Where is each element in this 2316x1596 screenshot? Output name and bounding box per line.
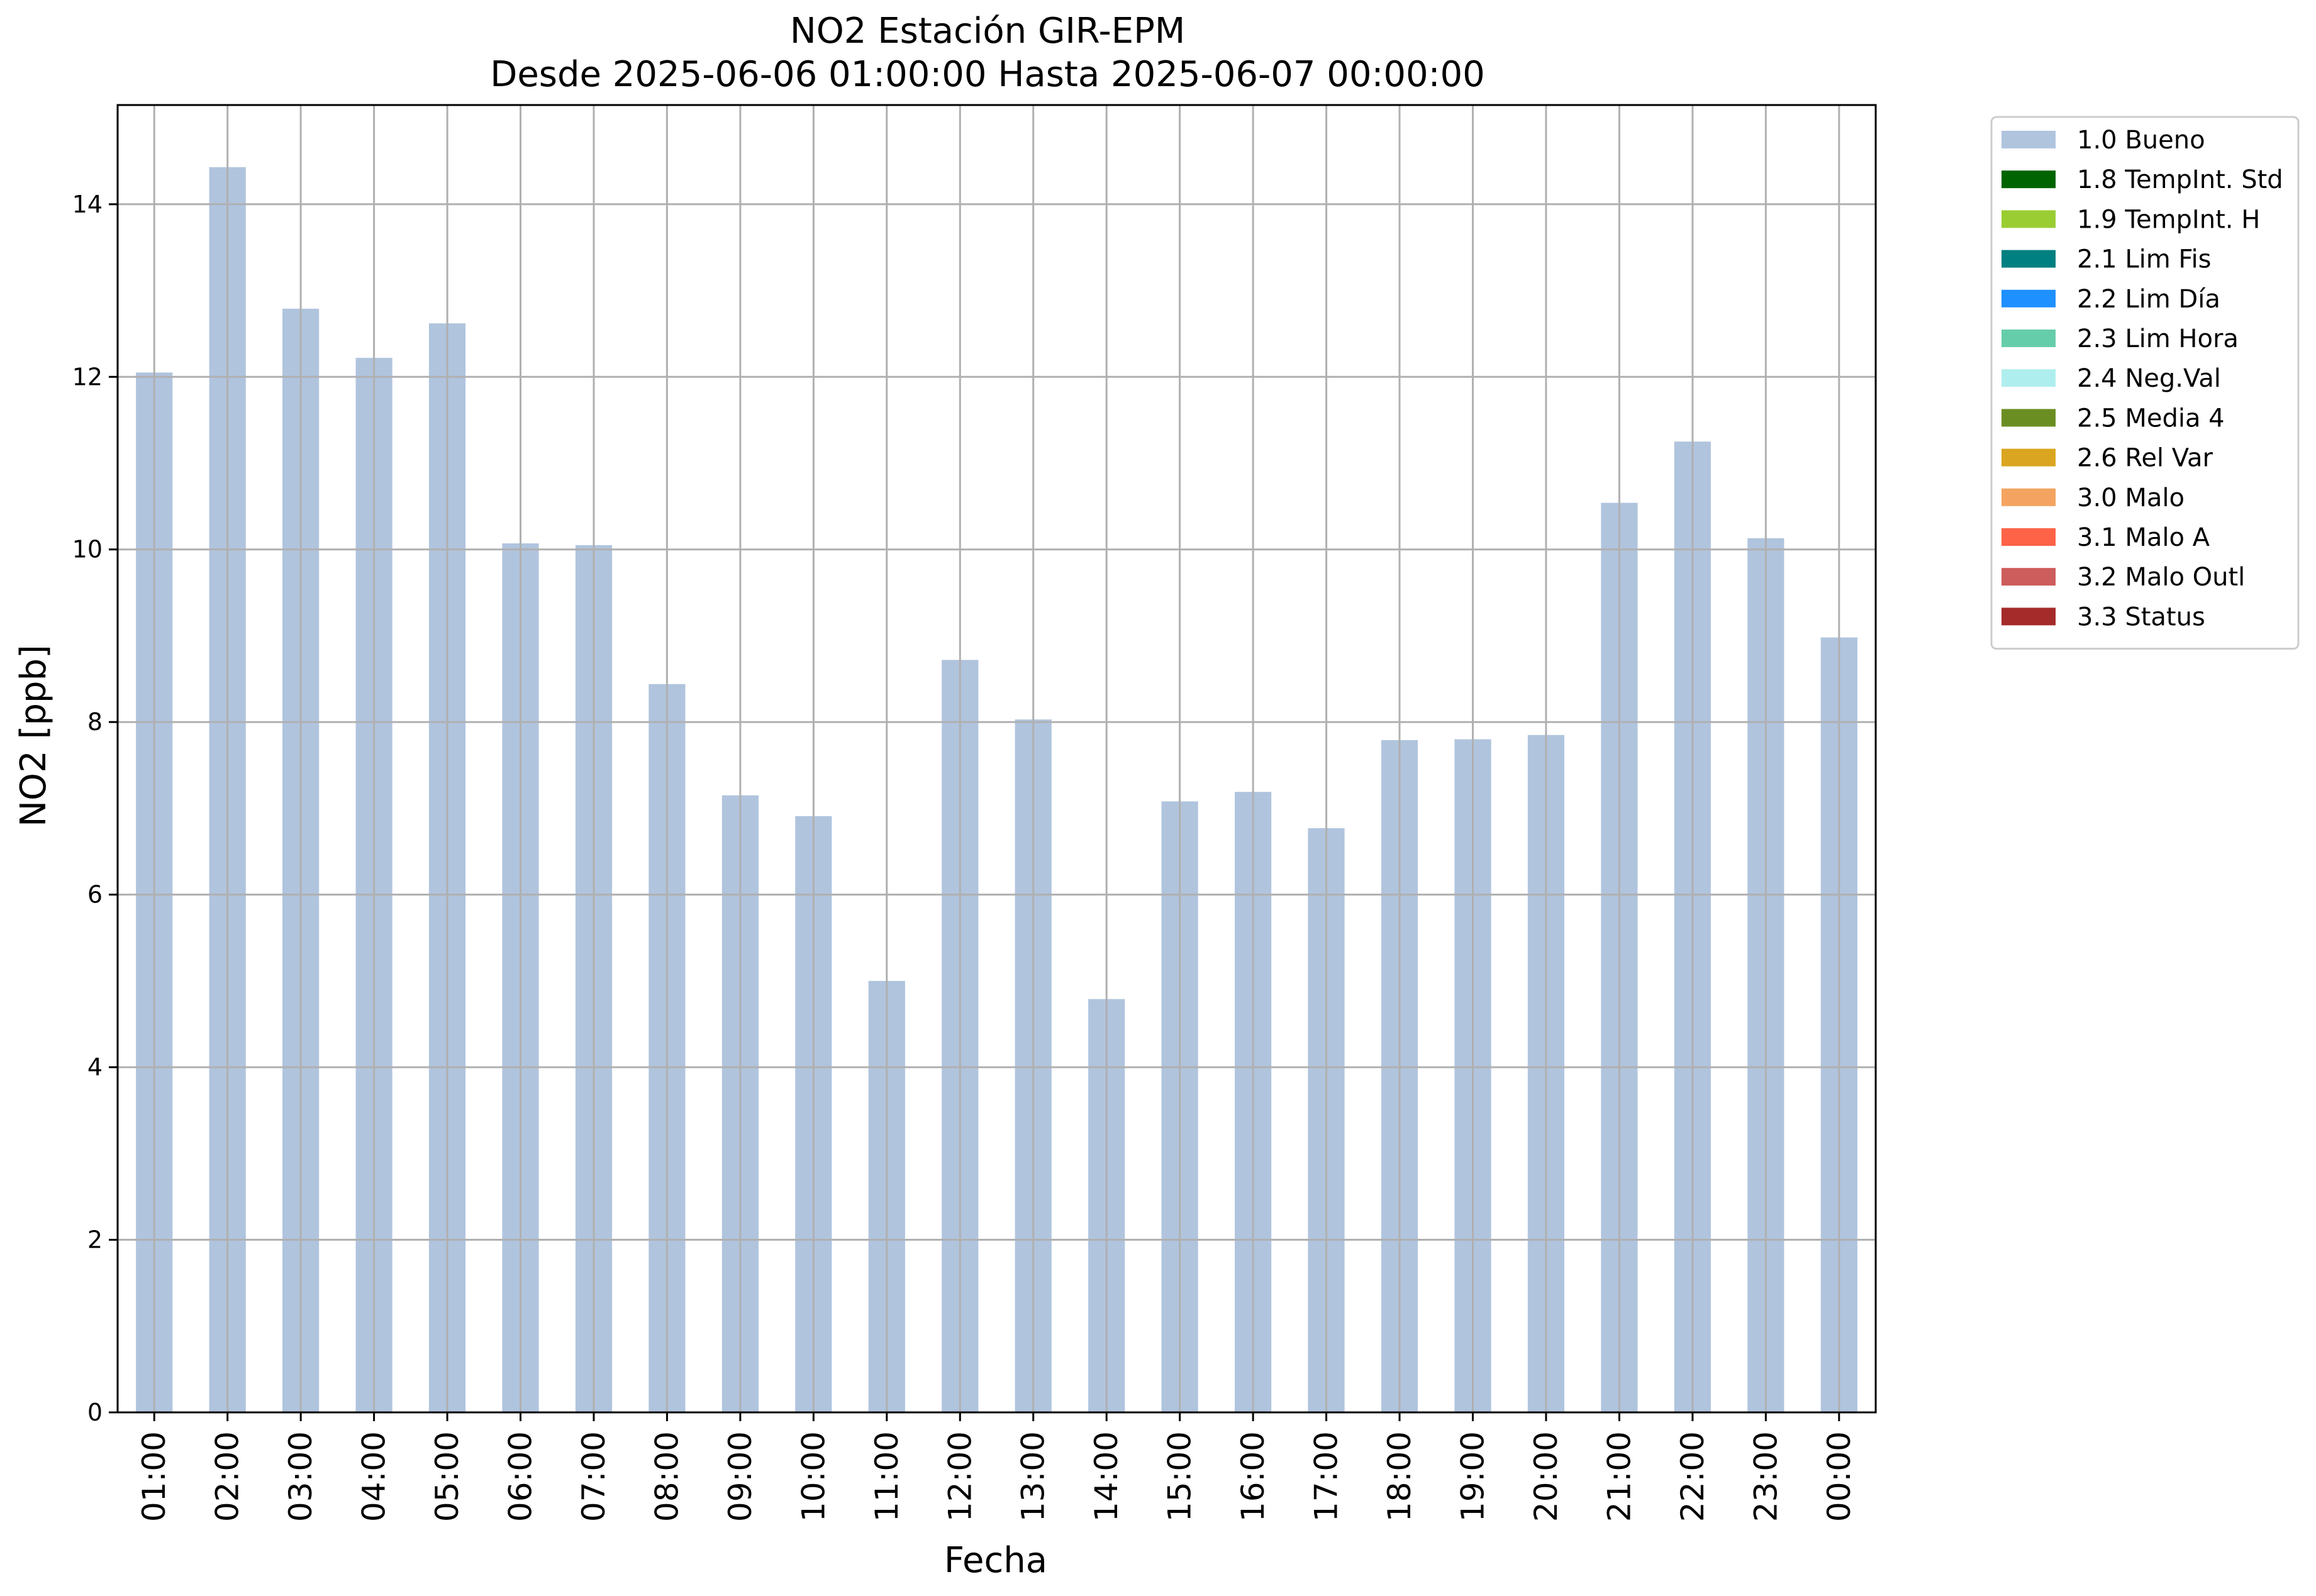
y-tick-label: 14 <box>72 191 103 218</box>
x-tick-label: 00:00 <box>1821 1431 1857 1522</box>
x-tick-label: 01:00 <box>136 1431 172 1522</box>
x-tick-label: 10:00 <box>795 1431 832 1522</box>
x-tick-label: 13:00 <box>1015 1431 1052 1522</box>
legend: 1.0 Bueno 1.8 TempInt. Std 1.9 TempInt. H 2… <box>1990 116 2300 650</box>
x-tick-label: 08:00 <box>649 1431 685 1522</box>
x-tick-label: 05:00 <box>429 1431 465 1522</box>
y-tick-label: 6 <box>87 881 103 909</box>
y-tick-label: 4 <box>87 1053 103 1081</box>
legend-swatch <box>2001 131 2056 148</box>
legend-label: 3.0 Malo <box>2077 484 2185 513</box>
legend-swatch <box>2001 409 2056 427</box>
x-tick-label: 12:00 <box>942 1431 978 1522</box>
y-tick-label: 8 <box>87 708 103 736</box>
y-tick-label: 2 <box>87 1226 103 1254</box>
x-tick-label: 14:00 <box>1088 1431 1125 1522</box>
x-tick-label: 03:00 <box>282 1431 319 1522</box>
legend-label: 3.1 Malo A <box>2077 523 2210 552</box>
x-tick-label: 11:00 <box>869 1431 905 1522</box>
legend-swatch <box>2001 210 2056 228</box>
legend-swatch <box>2001 607 2056 626</box>
x-tick-label: 06:00 <box>503 1431 539 1522</box>
x-axis-label: Fecha <box>944 1540 1047 1581</box>
legend-swatch <box>2001 330 2056 347</box>
legend-swatch <box>2001 250 2056 268</box>
plot-area: 0 2 4 6 8 10 12 14 01:00 02:00 03:00 04:00 05:00 06:0… <box>72 104 1877 1522</box>
legend-label: 3.3 Status <box>2077 602 2205 631</box>
chart-subtitle: Desde 2025-06-06 01:00:00 Hasta 2025-06-… <box>490 54 1485 95</box>
y-tick-label: 10 <box>72 536 103 563</box>
y-axis-label: NO2 [ppb] <box>13 645 54 827</box>
x-tick-label: 19:00 <box>1455 1431 1491 1522</box>
legend-swatch <box>2001 369 2056 387</box>
legend-label: 3.2 Malo Outl <box>2077 563 2245 592</box>
y-tick-label: 12 <box>72 363 103 391</box>
x-tick-label: 07:00 <box>576 1431 612 1522</box>
x-tick-label: 22:00 <box>1674 1431 1711 1522</box>
x-tick-label: 21:00 <box>1601 1431 1637 1522</box>
plot-frame <box>116 104 1877 1414</box>
legend-label: 2.2 Lim Día <box>2077 285 2220 314</box>
y-tick-label: 0 <box>87 1399 103 1426</box>
x-tick-label: 16:00 <box>1235 1431 1271 1522</box>
legend-swatch <box>2001 289 2056 308</box>
legend-swatch <box>2001 528 2056 546</box>
legend-label: 1.8 TempInt. Std <box>2077 165 2283 194</box>
chart-title: NO2 Estación GIR-EPM <box>790 11 1185 52</box>
legend-label: 2.1 Lim Fis <box>2077 245 2211 274</box>
legend-label: 1.0 Bueno <box>2077 126 2205 155</box>
legend-swatch <box>2001 568 2056 586</box>
legend-label: 1.9 TempInt. H <box>2077 205 2260 234</box>
x-tick-label: 20:00 <box>1528 1431 1564 1522</box>
x-tick-label: 09:00 <box>722 1431 759 1522</box>
legend-label: 2.5 Media 4 <box>2077 404 2225 433</box>
legend-swatch <box>2001 488 2056 506</box>
x-tick-label: 23:00 <box>1747 1431 1784 1522</box>
x-tick-label: 18:00 <box>1381 1431 1418 1522</box>
x-tick-label: 02:00 <box>209 1431 246 1522</box>
x-tick-label: 15:00 <box>1162 1431 1198 1522</box>
legend-swatch <box>2001 170 2056 189</box>
x-tick-label: 04:00 <box>356 1431 392 1522</box>
legend-label: 2.6 Rel Var <box>2077 444 2213 473</box>
legend-swatch <box>2001 448 2056 467</box>
legend-label: 2.3 Lim Hora <box>2077 324 2239 353</box>
legend-box <box>1990 116 2300 650</box>
legend-label: 2.4 Neg.Val <box>2077 364 2221 393</box>
x-tick-label: 17:00 <box>1308 1431 1345 1522</box>
